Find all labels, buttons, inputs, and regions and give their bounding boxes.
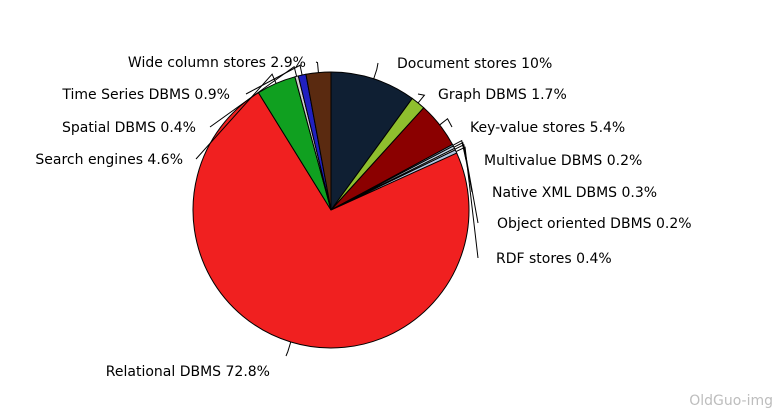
slice-label: Graph DBMS 1.7% [438,87,567,103]
slice-label: Spatial DBMS 0.4% [62,120,196,136]
slice-label: Relational DBMS 72.8% [106,364,270,380]
leader-line [455,146,479,259]
slice-label: Document stores 10% [397,56,552,72]
watermark: OldGuo-img [689,393,773,409]
pie-slice [330,71,413,212]
slice-label: Wide column stores 2.9% [128,55,306,71]
pie-slice [192,91,470,349]
leader-line [373,62,379,79]
slice-label: Time Series DBMS 0.9% [61,87,230,103]
slice-label: Key-value stores 5.4% [470,120,625,136]
slice-label: Search engines 4.6% [35,152,183,168]
slice-label: Multivalue DBMS 0.2% [484,153,642,169]
leader-line [245,64,303,95]
slice-label: Object oriented DBMS 0.2% [497,216,692,232]
leader-line [439,118,453,128]
leader-line [209,65,298,128]
leader-line [454,144,479,224]
slice-label: Native XML DBMS 0.3% [492,185,657,201]
leader-line [417,93,426,104]
leader-line [285,341,292,357]
slice-label: RDF stores 0.4% [496,251,612,267]
leader-line [315,61,319,73]
